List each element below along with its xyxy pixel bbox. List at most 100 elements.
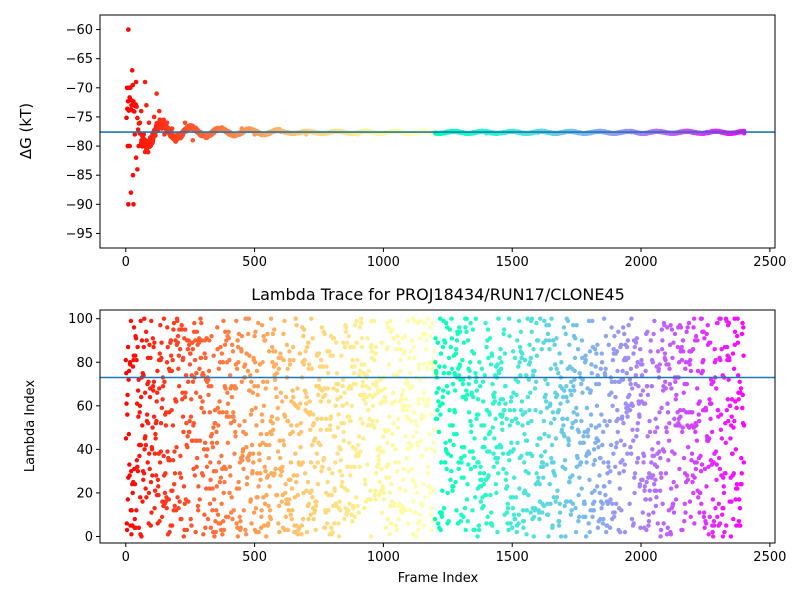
lambda-trace-point bbox=[631, 351, 636, 356]
lambda-trace-point bbox=[558, 534, 564, 539]
lambda-trace-point bbox=[442, 340, 448, 345]
lambda-trace-point bbox=[311, 421, 317, 426]
lambda-trace-point bbox=[457, 362, 462, 367]
delta-g-point bbox=[135, 167, 140, 172]
lambda-trace-point bbox=[379, 340, 384, 345]
lambda-trace-point bbox=[653, 416, 658, 422]
lambda-trace-point bbox=[438, 412, 443, 417]
lambda-trace-point bbox=[136, 377, 141, 382]
lambda-trace-point bbox=[568, 379, 574, 385]
lambda-trace-x-tick-label: 0 bbox=[122, 550, 130, 565]
lambda-trace-point bbox=[207, 486, 212, 491]
lambda-trace-point bbox=[667, 342, 673, 348]
lambda-trace-point bbox=[139, 534, 144, 539]
lambda-trace-point bbox=[343, 325, 349, 330]
lambda-trace-point bbox=[334, 370, 340, 376]
lambda-trace-point bbox=[345, 508, 351, 513]
lambda-trace-point bbox=[286, 501, 291, 507]
lambda-trace-point bbox=[586, 318, 592, 324]
lambda-trace-point bbox=[603, 333, 609, 339]
lambda-trace-point bbox=[481, 471, 487, 476]
delta-g-point bbox=[127, 95, 132, 100]
lambda-trace-point bbox=[412, 355, 417, 361]
lambda-trace-point bbox=[414, 490, 420, 496]
lambda-trace-point bbox=[295, 405, 301, 411]
lambda-trace-point bbox=[181, 534, 186, 539]
lambda-trace-point bbox=[732, 329, 738, 334]
lambda-trace-point bbox=[288, 477, 293, 483]
lambda-trace-point bbox=[543, 338, 549, 343]
lambda-trace-points bbox=[123, 316, 747, 539]
lambda-trace-point bbox=[354, 340, 360, 345]
lambda-trace-point bbox=[124, 521, 129, 526]
lambda-trace-point bbox=[461, 444, 467, 450]
lambda-trace-point bbox=[313, 503, 319, 509]
lambda-trace-point bbox=[415, 442, 420, 448]
lambda-trace-point bbox=[227, 373, 233, 378]
lambda-trace-point bbox=[376, 458, 382, 463]
lambda-trace-point bbox=[692, 475, 697, 480]
lambda-trace-point bbox=[192, 473, 198, 478]
lambda-trace-point bbox=[209, 384, 214, 389]
lambda-trace-point bbox=[594, 351, 599, 356]
lambda-trace-point bbox=[198, 394, 203, 400]
lambda-trace-point bbox=[244, 444, 249, 450]
lambda-trace-point bbox=[585, 427, 591, 432]
lambda-trace-point bbox=[273, 349, 278, 354]
lambda-trace-point bbox=[349, 512, 354, 517]
lambda-trace-point bbox=[576, 519, 581, 524]
lambda-trace-point bbox=[698, 490, 703, 496]
lambda-trace-point bbox=[510, 349, 516, 354]
lambda-trace-point bbox=[259, 412, 265, 417]
delta-g-x-tick-label: 0 bbox=[122, 255, 130, 270]
lambda-trace-point bbox=[427, 431, 432, 437]
lambda-trace-point bbox=[576, 514, 582, 520]
lambda-trace-point bbox=[279, 468, 285, 474]
lambda-trace-point bbox=[435, 521, 441, 526]
lambda-trace-point bbox=[163, 499, 168, 504]
lambda-trace-point bbox=[164, 360, 170, 365]
lambda-trace-point bbox=[129, 508, 134, 513]
lambda-trace-point bbox=[552, 416, 557, 422]
lambda-trace-point bbox=[739, 482, 744, 487]
delta-g-point bbox=[125, 98, 131, 104]
lambda-trace-point bbox=[386, 362, 392, 367]
lambda-trace-point bbox=[619, 508, 624, 513]
lambda-trace-point bbox=[496, 316, 501, 321]
lambda-trace-point bbox=[657, 410, 662, 415]
lambda-trace-point bbox=[621, 325, 626, 330]
lambda-trace-point bbox=[341, 429, 346, 435]
lambda-trace-point bbox=[591, 462, 596, 467]
delta-g-point bbox=[145, 149, 151, 155]
lambda-trace-point bbox=[197, 497, 202, 502]
lambda-trace-point bbox=[145, 460, 150, 465]
lambda-trace-point bbox=[219, 453, 224, 459]
lambda-trace-point bbox=[235, 534, 241, 539]
lambda-trace-point bbox=[644, 384, 650, 389]
lambda-trace-point bbox=[450, 423, 456, 428]
lambda-trace-point bbox=[604, 423, 610, 428]
lambda-trace-point bbox=[520, 423, 525, 428]
lambda-trace-point bbox=[268, 316, 274, 321]
lambda-trace-point bbox=[581, 434, 586, 439]
lambda-trace-point bbox=[457, 325, 462, 330]
lambda-trace-point bbox=[163, 471, 168, 476]
lambda-trace-point bbox=[396, 340, 401, 345]
lambda-trace-point bbox=[187, 418, 192, 424]
lambda-trace-point bbox=[550, 523, 555, 528]
lambda-trace-point bbox=[423, 495, 428, 500]
lambda-trace-point bbox=[394, 346, 399, 352]
lambda-trace-point bbox=[493, 416, 498, 422]
lambda-trace-point bbox=[731, 366, 737, 371]
lambda-trace-point bbox=[711, 460, 716, 465]
lambda-trace-point bbox=[164, 505, 169, 511]
lambda-trace-point bbox=[214, 484, 219, 489]
lambda-trace-point bbox=[542, 318, 547, 324]
lambda-trace-point bbox=[600, 429, 606, 435]
lambda-trace-point bbox=[221, 490, 226, 496]
lambda-trace-point bbox=[741, 423, 747, 428]
lambda-trace-point bbox=[312, 508, 318, 513]
lambda-trace-point bbox=[613, 444, 619, 450]
lambda-trace-point bbox=[529, 329, 534, 334]
lambda-trace-point bbox=[283, 394, 289, 400]
